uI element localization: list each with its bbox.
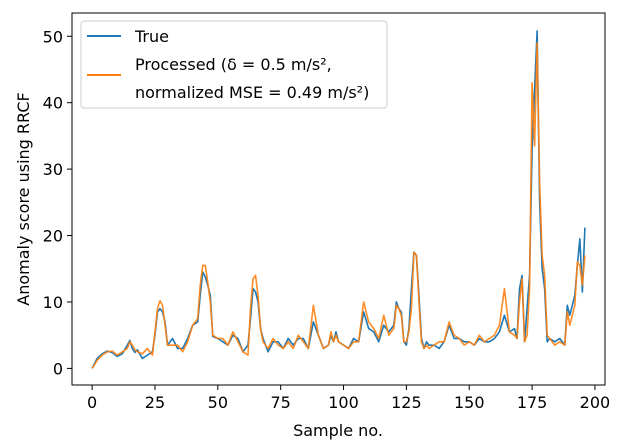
x-tick-label: 125 [391, 393, 422, 412]
y-tick-label: 30 [43, 160, 63, 179]
y-tick-label: 40 [43, 94, 63, 113]
x-tick-label: 0 [87, 393, 97, 412]
y-tick-label: 0 [53, 359, 63, 378]
series-lines [91, 30, 586, 369]
y-tick-label: 10 [43, 293, 63, 312]
y-tick-label: 20 [43, 227, 63, 246]
x-tick-label: 25 [145, 393, 165, 412]
x-tick-label: 50 [208, 393, 228, 412]
x-tick-label: 150 [454, 393, 485, 412]
legend-box [80, 20, 388, 109]
legend-processed-label-line2: normalized MSE = 0.49 m/s²) [135, 83, 369, 102]
y-axis: 0 10 20 30 40 50 [43, 27, 72, 378]
x-axis-label: Sample no. [293, 421, 383, 440]
x-tick-label: 100 [328, 393, 359, 412]
y-axis-label: Anomaly score using RRCF [14, 92, 33, 305]
legend: True Processed (δ = 0.5 m/s², normalized… [80, 20, 388, 109]
plot-frame [71, 12, 606, 386]
x-axis: 0 25 50 75 100 125 150 175 200 [87, 385, 610, 412]
x-tick-label: 200 [580, 393, 611, 412]
series-line-processed [91, 42, 586, 369]
y-tick-label: 50 [43, 27, 63, 46]
x-tick-label: 175 [517, 393, 548, 412]
legend-true-label: True [134, 27, 169, 46]
legend-processed-label-line1: Processed (δ = 0.5 m/s², [135, 55, 332, 74]
x-tick-label: 75 [270, 393, 290, 412]
